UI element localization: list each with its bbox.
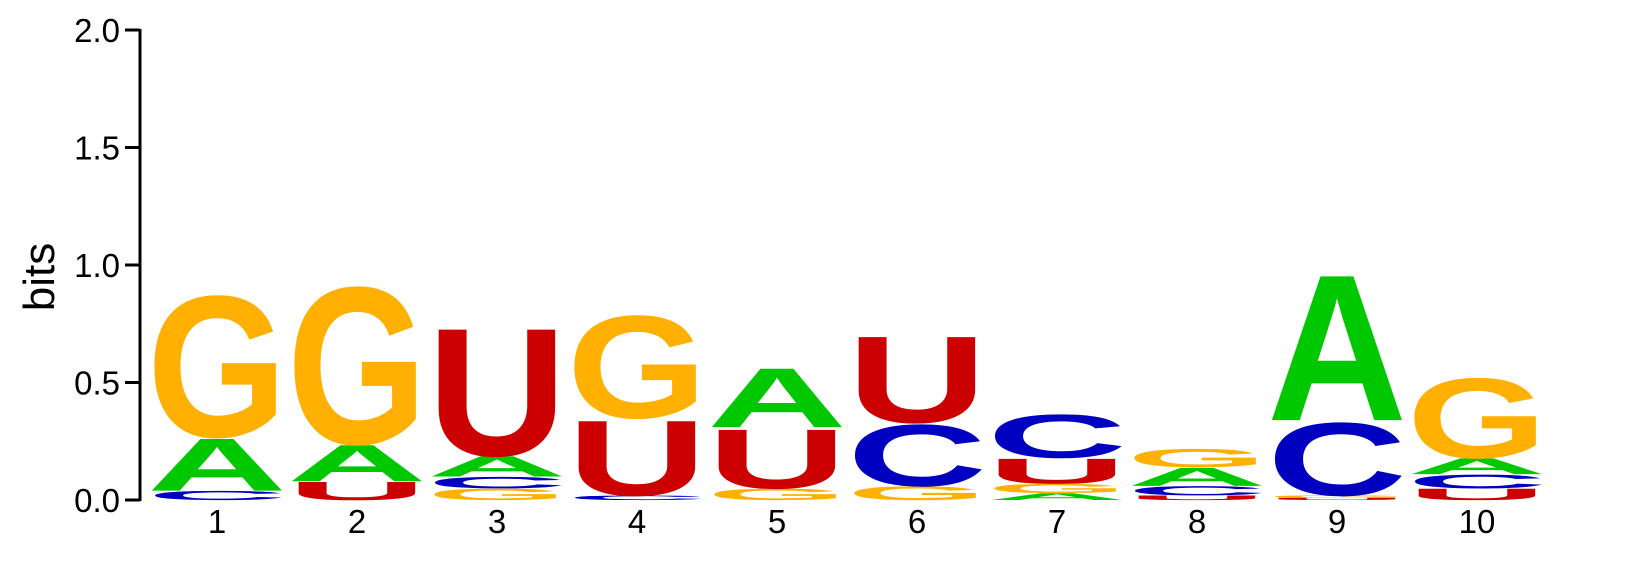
logo-letter-a: A [427, 450, 567, 483]
y-tick-label: 1.0 [74, 247, 120, 284]
logo-letter-c: C [1127, 484, 1267, 499]
x-tick-label: 8 [1188, 503, 1206, 540]
y-tick-label: 2.0 [74, 12, 120, 49]
x-axis: 1 2 3 4 5 6 7 8 9 10 [208, 503, 1496, 540]
logo-letter-g: G [287, 240, 427, 492]
logo-letter-c: C [1267, 401, 1407, 518]
logo-letter-g: G [847, 482, 987, 504]
y-axis: 0.0 0.5 1.0 1.5 2.0 [74, 12, 142, 519]
logo-letter-c: C [847, 406, 987, 504]
y-axis-title: bits [15, 243, 64, 311]
logo-letter-u: U [1267, 497, 1407, 501]
y-tick-label: 0.0 [74, 482, 120, 519]
logo-letter-u: U [847, 311, 987, 449]
logo-letter-u: U [287, 477, 427, 506]
logo-letter-a: A [1407, 454, 1547, 479]
logo-letter-a: A [1127, 462, 1267, 491]
x-tick-label: 6 [908, 503, 926, 540]
logo-letter-c: C [1407, 471, 1547, 493]
logo-letter-c: C [427, 474, 567, 492]
x-tick-label: 9 [1328, 503, 1346, 540]
logo-letter-u: U [1127, 494, 1267, 501]
logo-letter-u: U [567, 398, 707, 518]
y-tick-label: 0.5 [74, 365, 120, 402]
logo-letter-a: A [987, 491, 1127, 502]
x-tick-label: 7 [1048, 503, 1066, 540]
logo-letter-a: A [707, 351, 847, 446]
x-tick-label: 10 [1459, 503, 1496, 540]
x-tick-label: 4 [628, 503, 646, 540]
logo-letter-g: G [1267, 495, 1407, 499]
x-tick-label: 2 [348, 503, 366, 540]
logo-letter-a: A [287, 434, 427, 492]
logo-letter-g: G [147, 254, 287, 480]
logo-letter-a: A [147, 423, 287, 507]
logo-letter-u: U [987, 451, 1127, 491]
logo-letter-g: G [987, 481, 1127, 496]
x-tick-label: 3 [488, 503, 506, 540]
x-tick-label: 5 [768, 503, 786, 540]
logo-letter-g: G [567, 285, 707, 450]
logo-letter-u: U [1407, 485, 1547, 503]
logo-letter-a: A [1267, 231, 1407, 464]
logo-letter-u: U [707, 412, 847, 507]
logo-letter-c: C [987, 402, 1127, 471]
logo-letter-g: G [707, 485, 847, 503]
logo-letter-c: C [147, 488, 287, 503]
logo-letter-g: G [1127, 444, 1267, 473]
logo-letter-u: U [427, 289, 567, 494]
logo-letter-c: C [567, 494, 707, 501]
y-tick-label: 1.5 [74, 130, 120, 167]
logo-letter-g: G [1407, 355, 1547, 482]
logo-letter-g: G [427, 485, 567, 503]
x-tick-label: 1 [208, 503, 226, 540]
